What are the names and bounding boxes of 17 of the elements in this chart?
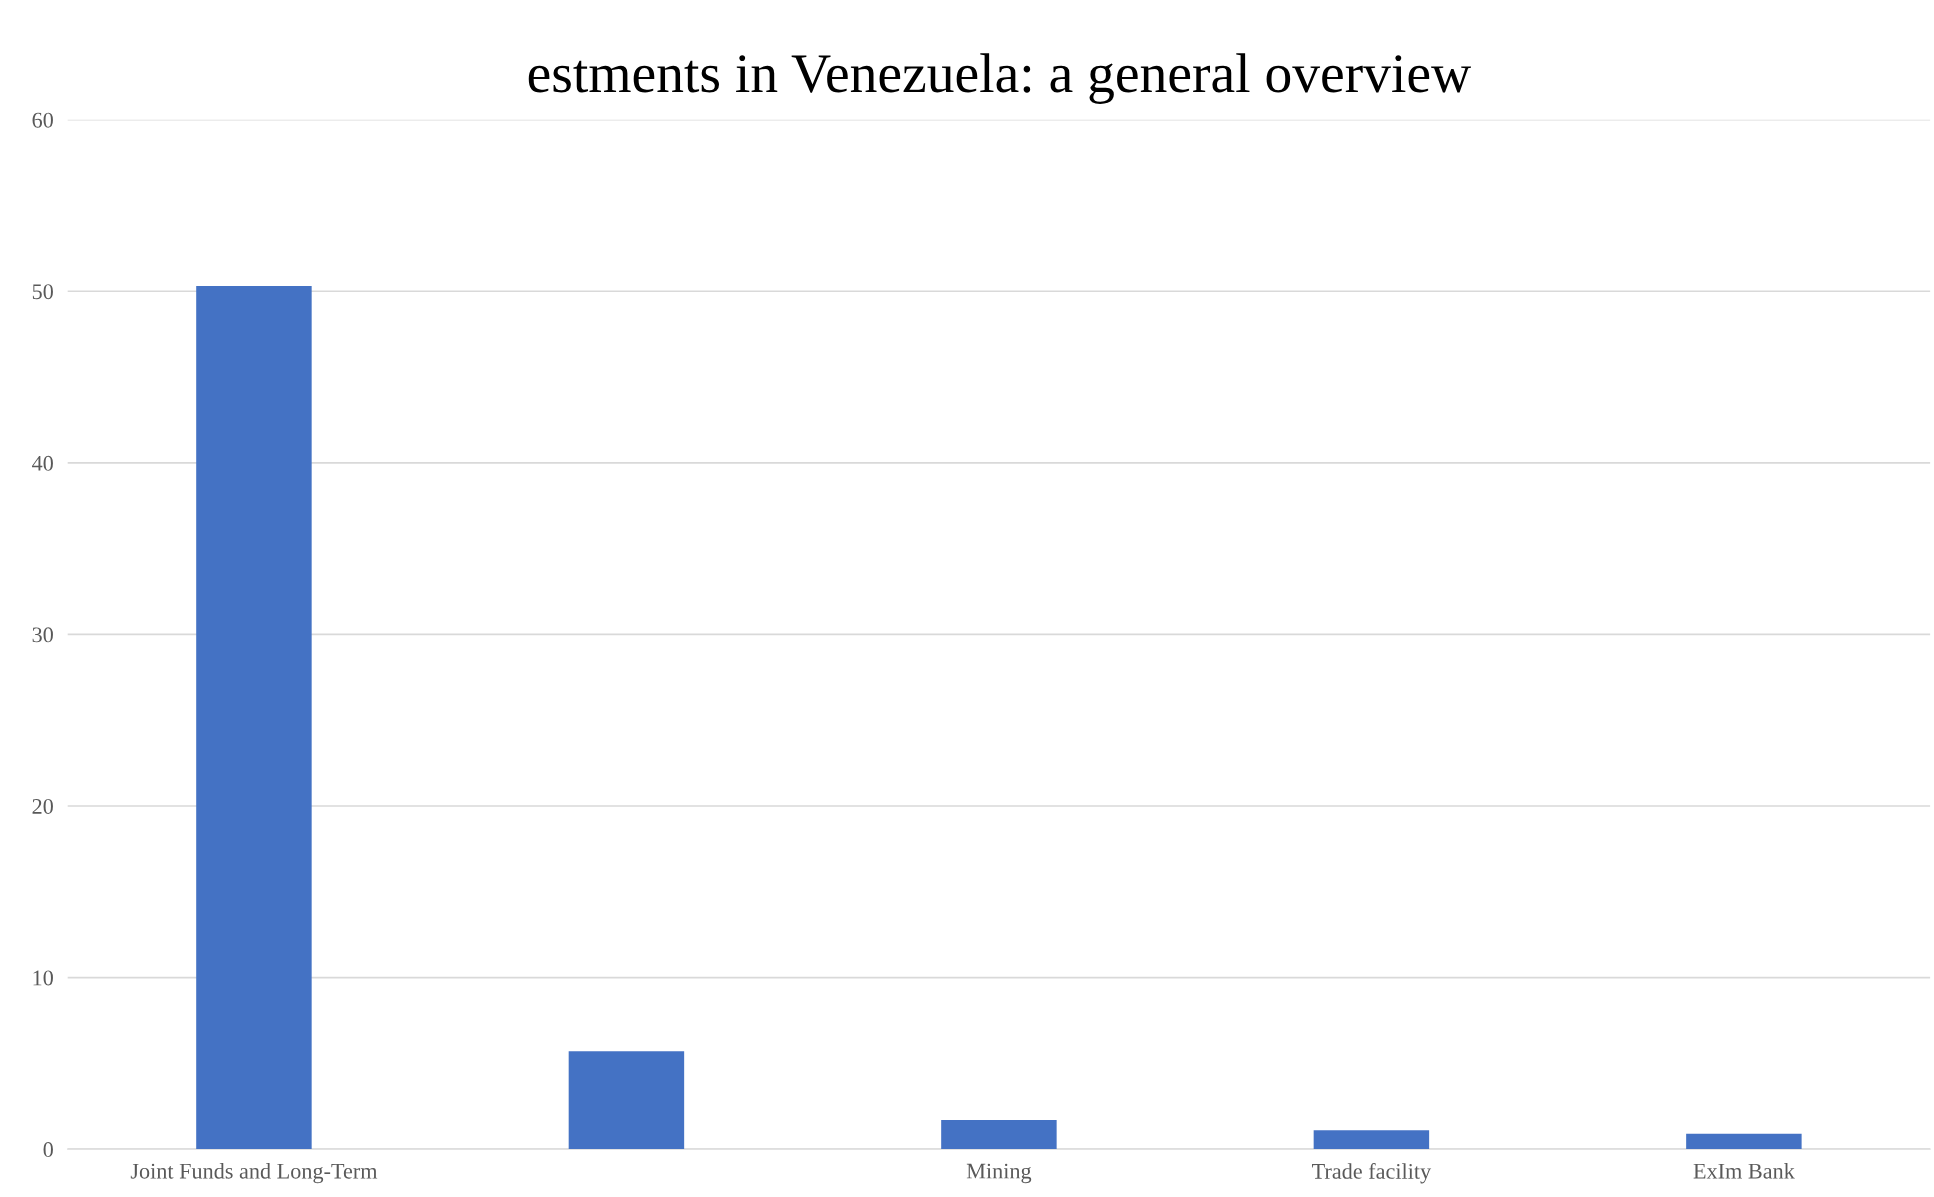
- x-tick-label: Trade facility: [1312, 1163, 1432, 1184]
- bar: [941, 1119, 1057, 1150]
- y-tick-label: 60: [32, 112, 53, 128]
- y-tick-label: 40: [32, 455, 53, 471]
- bar: [568, 1051, 685, 1150]
- bar: [1686, 1133, 1802, 1150]
- x-tick-label: ExIm Bank: [1693, 1163, 1795, 1179]
- x-tick-label: Mining: [966, 1163, 1032, 1184]
- y-tick-label: 50: [32, 284, 53, 300]
- x-tick-label: Joint Funds and Long-Term: [130, 1163, 378, 1184]
- y-tick-label: 30: [32, 627, 53, 643]
- bar: [1313, 1130, 1430, 1150]
- bar: [196, 286, 312, 1150]
- y-tick-label: 0: [43, 1142, 53, 1158]
- y-tick-label: 20: [32, 798, 53, 814]
- y-tick-label: 10: [33, 970, 53, 986]
- chart-title: estments in Venezuela: a general overview: [528, 53, 1471, 104]
